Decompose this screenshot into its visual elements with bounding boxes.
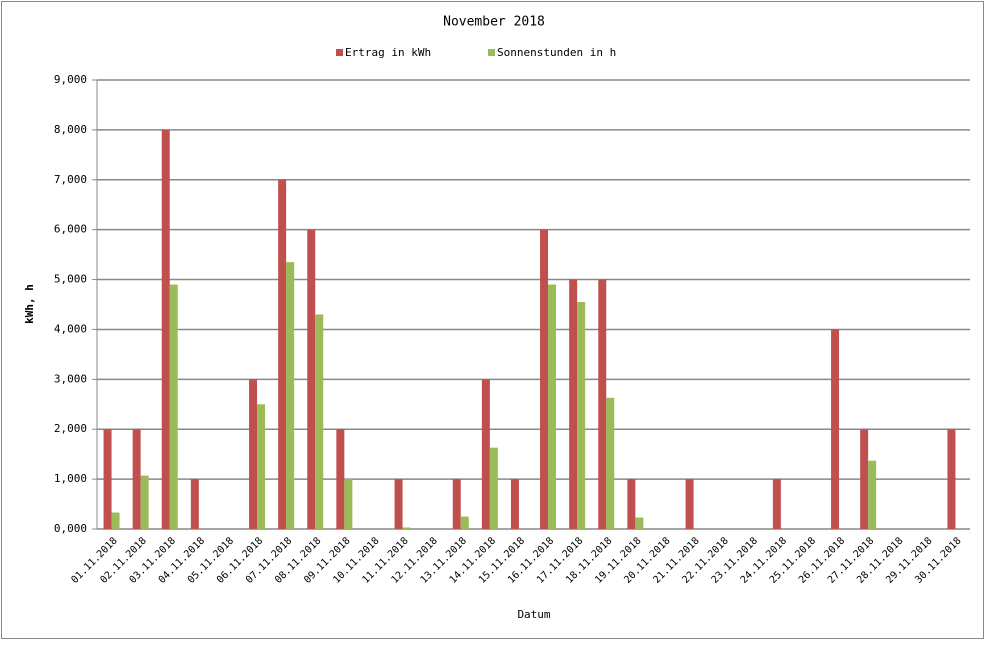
bar: [307, 229, 316, 529]
bar: [548, 284, 557, 529]
bar: [540, 229, 549, 529]
chart-title: November 2018: [443, 15, 545, 30]
bar: [161, 129, 170, 529]
bar: [635, 517, 644, 529]
bar: [169, 284, 178, 529]
bar: [569, 279, 578, 529]
bar: [111, 512, 120, 529]
bar: [489, 447, 498, 529]
bar: [344, 479, 353, 529]
y-tick-label: 7,000: [54, 173, 87, 186]
y-tick-label: 5,000: [54, 273, 87, 286]
y-tick-label: 1,000: [54, 472, 87, 485]
bar: [606, 397, 615, 529]
bar: [510, 479, 519, 529]
legend-label: Ertrag in kWh: [345, 46, 431, 59]
bar: [627, 479, 636, 529]
y-tick-label: 8,000: [54, 123, 87, 136]
y-tick-label: 3,000: [54, 372, 87, 385]
bar: [286, 262, 295, 529]
bar: [860, 429, 869, 529]
bar: [598, 279, 607, 529]
y-tick-label: 4,000: [54, 322, 87, 335]
bar: [685, 479, 694, 529]
bar: [315, 314, 324, 529]
legend-swatch: [488, 49, 495, 56]
bar: [140, 475, 149, 529]
bar: [460, 516, 469, 529]
bar: [336, 429, 345, 529]
legend-label: Sonnenstunden in h: [497, 46, 616, 59]
bar: [868, 460, 877, 529]
bar: [103, 429, 112, 529]
bar: [452, 479, 461, 529]
x-axis-label: Datum: [517, 608, 550, 621]
bar: [402, 527, 411, 529]
bar: [278, 179, 287, 529]
bar: [394, 479, 403, 529]
bar: [947, 429, 956, 529]
y-axis-label: kWh, h: [23, 284, 36, 324]
y-tick-label: 0,000: [54, 522, 87, 535]
y-tick-label: 2,000: [54, 422, 87, 435]
bar: [249, 379, 258, 529]
bar: [132, 429, 141, 529]
legend-swatch: [336, 49, 343, 56]
bar: [481, 379, 490, 529]
bar: [577, 302, 586, 529]
y-tick-label: 6,000: [54, 223, 87, 236]
y-tick-label: 9,000: [54, 73, 87, 86]
bar: [831, 329, 840, 529]
bar: [190, 479, 199, 529]
bar: [257, 404, 266, 529]
bar: [772, 479, 781, 529]
